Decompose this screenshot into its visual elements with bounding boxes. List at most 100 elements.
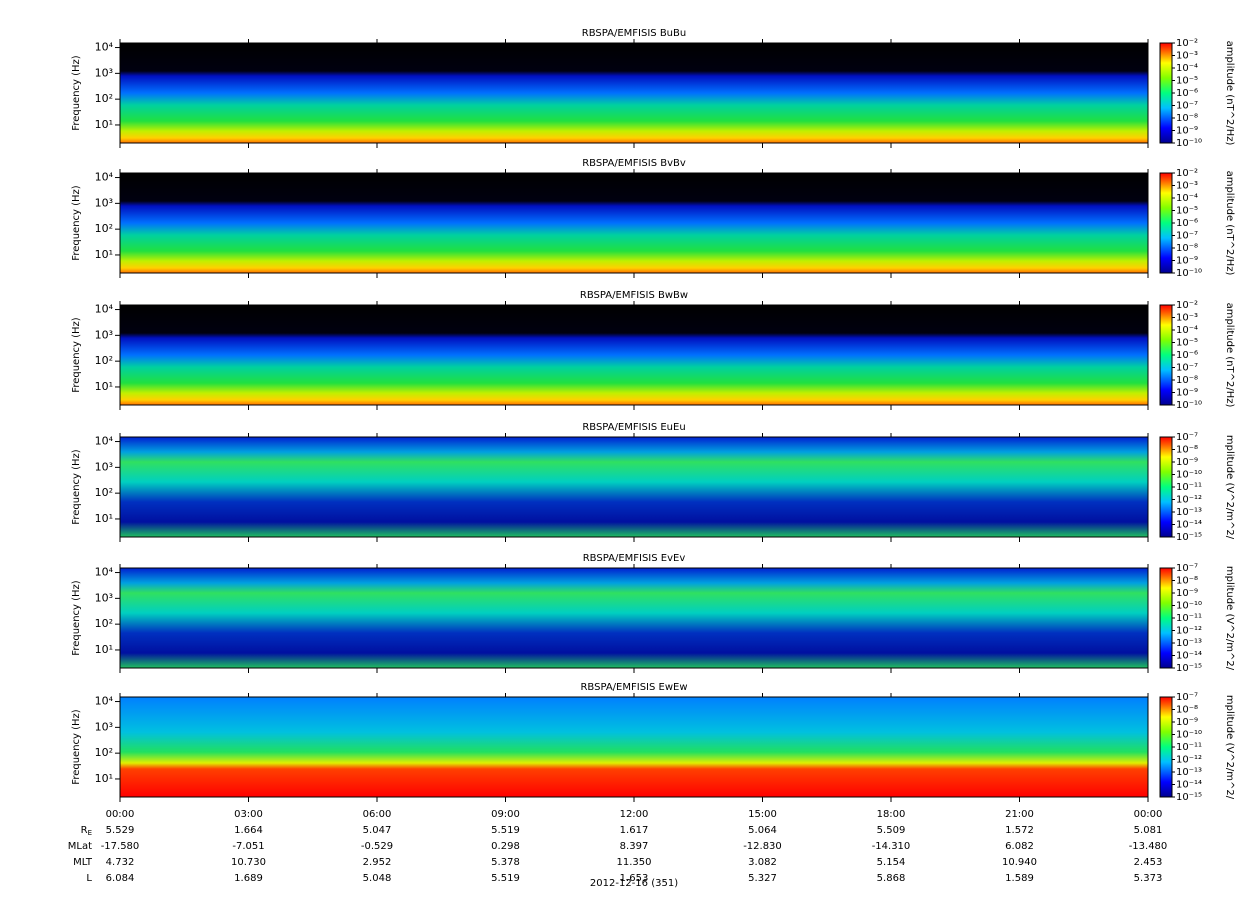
x-tick-label: 12:00 (620, 809, 649, 820)
y-tick-label: 10⁴ (95, 303, 114, 316)
ephemeris-value: 5.519 (491, 873, 520, 884)
ephemeris-value: 5.064 (748, 825, 777, 836)
colorbar-tick-label: 10⁻⁵ (1176, 206, 1198, 217)
colorbar-tick-label: 10⁻³ (1176, 181, 1198, 192)
y-tick-label: 10⁴ (95, 435, 114, 448)
colorbar-tick-label: 10⁻¹³ (1176, 507, 1202, 518)
x-tick-label: 09:00 (491, 809, 520, 820)
colorbar (1159, 567, 1173, 669)
colorbar-tick-label: 10⁻⁷ (1176, 231, 1198, 242)
ephemeris-value: 5.868 (877, 873, 906, 884)
colorbar-tick-label: 10⁻¹¹ (1176, 482, 1202, 493)
ephemeris-value: 11.350 (617, 857, 652, 868)
x-tick-label: 00:00 (1134, 809, 1163, 820)
ephemeris-label: MLT (73, 857, 93, 868)
colorbar-tick-label: 10⁻⁹ (1176, 588, 1198, 599)
x-tick-label: 03:00 (234, 809, 263, 820)
y-tick-label: 10³ (95, 591, 113, 604)
y-tick-label: 10⁴ (95, 171, 114, 184)
ephemeris-value: 5.047 (363, 825, 392, 836)
y-axis-label: Frequency (Hz) (71, 709, 82, 785)
ephemeris-label: L (86, 873, 92, 884)
y-tick-label: 10¹ (95, 118, 113, 131)
ephemeris-value: 5.519 (491, 825, 520, 836)
y-tick-label: 10³ (95, 196, 113, 209)
y-tick-label: 10² (95, 617, 113, 630)
ephemeris-value: 4.732 (106, 857, 135, 868)
colorbar-tick-label: 10⁻¹¹ (1176, 742, 1202, 753)
colorbar-label: amplitude (nT^2/Hz) (1224, 171, 1235, 276)
ephemeris-value: 5.048 (363, 873, 392, 884)
colorbar-tick-label: 10⁻⁷ (1176, 563, 1198, 574)
ephemeris-label: RE (81, 825, 92, 837)
ephemeris-value: -14.310 (872, 841, 911, 852)
ephemeris-value: 10.940 (1002, 857, 1037, 868)
colorbar-tick-label: 10⁻⁴ (1176, 325, 1198, 336)
ephemeris-value: 5.509 (877, 825, 906, 836)
colorbar-tick-label: 10⁻⁴ (1176, 63, 1198, 74)
y-tick-label: 10² (95, 222, 113, 235)
ephemeris-value: 10.730 (231, 857, 266, 868)
colorbar-tick-label: 10⁻¹⁰ (1176, 268, 1202, 279)
y-tick-label: 10¹ (95, 772, 113, 785)
colorbar-tick-label: 10⁻² (1176, 168, 1198, 179)
colorbar-tick-label: 10⁻¹⁴ (1176, 651, 1202, 662)
y-tick-label: 10² (95, 354, 113, 367)
y-tick-label: 10¹ (95, 512, 113, 525)
colorbar-tick-label: 10⁻¹⁵ (1176, 532, 1202, 543)
spectrogram-image (120, 437, 1148, 537)
ephemeris-label-base: MLT (73, 857, 93, 868)
colorbar (1159, 304, 1173, 406)
ephemeris-value: 1.617 (620, 825, 649, 836)
ephemeris-label-sub: E (88, 829, 92, 837)
spectrogram-image (120, 173, 1148, 273)
x-tick-label: 06:00 (363, 809, 392, 820)
colorbar-tick-label: 10⁻¹⁰ (1176, 400, 1202, 411)
colorbar (1159, 42, 1173, 144)
colorbar-label: mplitude (V^2/m^2/ (1224, 566, 1235, 671)
spectrogram-image (120, 43, 1148, 143)
colorbar-tick-label: 10⁻¹² (1176, 626, 1202, 637)
colorbar-label: amplitude (nT^2/Hz) (1224, 303, 1235, 408)
y-axis-label: Frequency (Hz) (71, 580, 82, 656)
y-tick-label: 10³ (95, 328, 113, 341)
colorbar-tick-label: 10⁻⁸ (1176, 705, 1198, 716)
panel-title: RBSPA/EMFISIS EvEv (583, 553, 686, 564)
panel-title: RBSPA/EMFISIS BwBw (580, 290, 688, 301)
colorbar (1159, 172, 1173, 274)
y-tick-label: 10² (95, 746, 113, 759)
ephemeris-value: 1.653 (620, 873, 649, 884)
y-tick-label: 10³ (95, 460, 113, 473)
ephemeris-value: 5.154 (877, 857, 906, 868)
y-tick-label: 10¹ (95, 643, 113, 656)
colorbar-tick-label: 10⁻¹⁴ (1176, 520, 1202, 531)
panel-title: RBSPA/EMFISIS BvBv (582, 158, 686, 169)
ephemeris-value: 5.373 (1134, 873, 1163, 884)
colorbar-tick-label: 10⁻⁸ (1176, 445, 1198, 456)
colorbar-tick-label: 10⁻¹⁰ (1176, 138, 1202, 149)
ephemeris-label-base: R (81, 825, 88, 836)
y-axis-label: Frequency (Hz) (71, 449, 82, 525)
colorbar-tick-label: 10⁻⁹ (1176, 717, 1198, 728)
panel-title: RBSPA/EMFISIS BuBu (582, 28, 686, 39)
colorbar (1159, 696, 1173, 798)
colorbar-tick-label: 10⁻³ (1176, 313, 1198, 324)
colorbar-tick-label: 10⁻⁵ (1176, 338, 1198, 349)
ephemeris-value: -0.529 (361, 841, 393, 852)
date-label: 2012-12-16 (351) (590, 878, 678, 889)
y-tick-label: 10⁴ (95, 41, 114, 54)
spectrogram-image (120, 697, 1148, 797)
spectrogram-image (120, 305, 1148, 405)
colorbar-tick-label: 10⁻⁶ (1176, 350, 1198, 361)
ephemeris-value: 8.397 (620, 841, 649, 852)
x-tick-label: 15:00 (748, 809, 777, 820)
y-tick-label: 10³ (95, 66, 113, 79)
ephemeris-value: -7.051 (232, 841, 264, 852)
colorbar-label: mplitude (V^2/m^2/ (1224, 695, 1235, 800)
ephemeris-value: 6.082 (1005, 841, 1034, 852)
ephemeris-value: 2.453 (1134, 857, 1163, 868)
ephemeris-value: 1.664 (234, 825, 263, 836)
colorbar-tick-label: 10⁻⁸ (1176, 576, 1198, 587)
colorbar-tick-label: 10⁻¹⁵ (1176, 792, 1202, 803)
